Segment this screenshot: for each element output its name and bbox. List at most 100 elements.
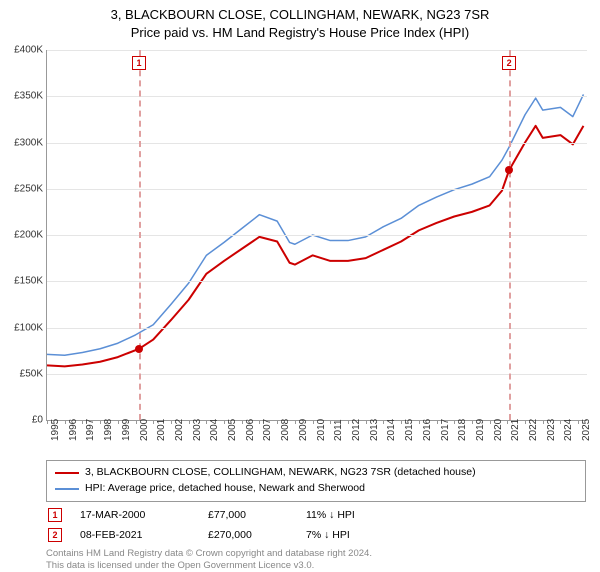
x-tick-label: 2007 [262, 419, 273, 441]
x-tick-label: 2016 [422, 419, 433, 441]
x-tick-mark [507, 420, 508, 424]
x-tick-label: 2001 [156, 419, 167, 441]
y-gridline [47, 235, 587, 236]
chart-container: 3, BLACKBOURN CLOSE, COLLINGHAM, NEWARK,… [0, 0, 600, 560]
x-tick-label: 2022 [528, 419, 539, 441]
sale-hpi-1: 11% ↓ HPI [306, 509, 396, 521]
x-tick-mark [383, 420, 384, 424]
x-tick-label: 2013 [369, 419, 380, 441]
x-tick-mark [348, 420, 349, 424]
y-tick-label: £250K [3, 183, 43, 194]
x-tick-mark [313, 420, 314, 424]
legend-swatch-hpi [55, 488, 79, 490]
x-tick-label: 2005 [227, 419, 238, 441]
x-tick-label: 2020 [493, 419, 504, 441]
x-tick-label: 2025 [581, 419, 592, 441]
y-tick-label: £0 [3, 415, 43, 426]
legend-box: 3, BLACKBOURN CLOSE, COLLINGHAM, NEWARK,… [46, 460, 586, 502]
x-tick-label: 2011 [333, 419, 344, 441]
sale-row-2: 2 08-FEB-2021 £270,000 7% ↓ HPI [46, 528, 586, 542]
plot-region: £0£50K£100K£150K£200K£250K£300K£350K£400… [46, 50, 587, 421]
x-tick-mark [490, 420, 491, 424]
x-tick-mark [224, 420, 225, 424]
x-tick-mark [100, 420, 101, 424]
sale-marker-2: 2 [48, 528, 62, 542]
sale-hpi-2: 7% ↓ HPI [306, 529, 396, 541]
x-tick-label: 2023 [546, 419, 557, 441]
legend-row-hpi: HPI: Average price, detached house, Newa… [55, 481, 577, 497]
y-gridline [47, 328, 587, 329]
sale-marker-box: 2 [502, 56, 516, 70]
x-tick-label: 2012 [351, 419, 362, 441]
x-tick-mark [437, 420, 438, 424]
title-line-2: Price paid vs. HM Land Registry's House … [0, 24, 600, 42]
sale-price-2: £270,000 [208, 529, 288, 541]
footer-line-2: This data is licensed under the Open Gov… [46, 560, 586, 572]
legend-swatch-property [55, 472, 79, 474]
y-gridline [47, 374, 587, 375]
x-tick-label: 1996 [68, 419, 79, 441]
x-tick-label: 2003 [192, 419, 203, 441]
y-gridline [47, 50, 587, 51]
x-tick-mark [153, 420, 154, 424]
line-series [47, 126, 583, 367]
x-tick-mark [525, 420, 526, 424]
x-tick-label: 2017 [440, 419, 451, 441]
y-gridline [47, 143, 587, 144]
sale-data-point [505, 166, 513, 174]
y-tick-label: £300K [3, 137, 43, 148]
y-gridline [47, 281, 587, 282]
x-tick-mark [454, 420, 455, 424]
y-tick-label: £50K [3, 368, 43, 379]
sale-date-2: 08-FEB-2021 [80, 529, 190, 541]
x-tick-mark [295, 420, 296, 424]
sale-marker-box: 1 [132, 56, 146, 70]
y-gridline [47, 96, 587, 97]
x-tick-label: 2000 [139, 419, 150, 441]
sale-data-point [135, 345, 143, 353]
x-tick-label: 2021 [510, 419, 521, 441]
x-tick-mark [171, 420, 172, 424]
x-tick-mark [136, 420, 137, 424]
line-series [47, 94, 583, 355]
x-tick-label: 2006 [245, 419, 256, 441]
x-tick-mark [189, 420, 190, 424]
x-tick-label: 2019 [475, 419, 486, 441]
x-tick-label: 2002 [174, 419, 185, 441]
x-tick-mark [277, 420, 278, 424]
y-tick-label: £350K [3, 91, 43, 102]
legend-and-footer: 3, BLACKBOURN CLOSE, COLLINGHAM, NEWARK,… [46, 460, 586, 572]
x-tick-mark [543, 420, 544, 424]
sale-vline [509, 50, 511, 420]
y-tick-label: £400K [3, 45, 43, 56]
x-tick-label: 1995 [50, 419, 61, 441]
x-tick-mark [47, 420, 48, 424]
footer-line-1: Contains HM Land Registry data © Crown c… [46, 548, 586, 560]
x-tick-mark [259, 420, 260, 424]
x-tick-label: 1997 [85, 419, 96, 441]
y-gridline [47, 189, 587, 190]
x-tick-mark [330, 420, 331, 424]
x-tick-label: 2014 [386, 419, 397, 441]
chart-title: 3, BLACKBOURN CLOSE, COLLINGHAM, NEWARK,… [0, 0, 600, 41]
x-tick-mark [578, 420, 579, 424]
x-tick-mark [366, 420, 367, 424]
x-tick-mark [401, 420, 402, 424]
title-line-1: 3, BLACKBOURN CLOSE, COLLINGHAM, NEWARK,… [0, 6, 600, 24]
x-tick-label: 2008 [280, 419, 291, 441]
y-tick-label: £150K [3, 276, 43, 287]
x-tick-mark [65, 420, 66, 424]
x-tick-mark [419, 420, 420, 424]
sale-marker-1: 1 [48, 508, 62, 522]
legend-label-hpi: HPI: Average price, detached house, Newa… [85, 481, 365, 497]
x-tick-label: 1998 [103, 419, 114, 441]
chart-plot-area: £0£50K£100K£150K£200K£250K£300K£350K£400… [46, 50, 586, 420]
x-tick-mark [560, 420, 561, 424]
x-tick-label: 2009 [298, 419, 309, 441]
legend-row-property: 3, BLACKBOURN CLOSE, COLLINGHAM, NEWARK,… [55, 465, 577, 481]
x-tick-mark [472, 420, 473, 424]
x-tick-mark [82, 420, 83, 424]
sale-price-1: £77,000 [208, 509, 288, 521]
x-tick-label: 1999 [121, 419, 132, 441]
x-tick-mark [242, 420, 243, 424]
